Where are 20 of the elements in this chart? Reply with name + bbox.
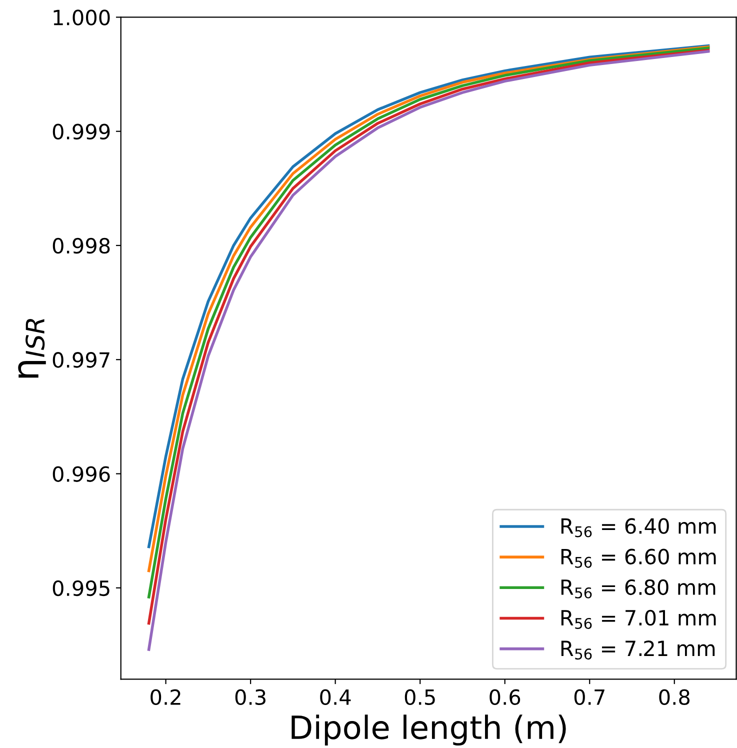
y-tick-label: 0.998 xyxy=(52,238,110,254)
y-axis-title: η$_{ISR}$ xyxy=(18,318,46,378)
legend-label: R$_{56}$ = 6.40 mm xyxy=(561,518,716,538)
x-tick-label: 0.4 xyxy=(320,689,351,706)
x-tick-label: 0.7 xyxy=(574,689,604,706)
y-tick-label: 0.997 xyxy=(52,352,110,368)
x-tick-label: 0.3 xyxy=(235,689,266,706)
x-tick-label: 0.8 xyxy=(659,689,690,706)
y-tick-label: 1.000 xyxy=(54,10,110,26)
legend-label: R$_{56}$ = 6.80 mm xyxy=(561,579,716,598)
legend-label: R$_{56}$ = 6.60 mm xyxy=(561,548,716,568)
y-tick-label: 0.996 xyxy=(52,466,110,482)
x-axis-title: Dipole length (m) xyxy=(292,714,566,746)
x-tick-label: 0.6 xyxy=(490,689,520,706)
y-tick-label: 0.995 xyxy=(52,580,110,596)
legend-label: R$_{56}$ = 7.21 mm xyxy=(561,640,715,660)
x-tick-label: 0.2 xyxy=(150,689,180,706)
legend-label: R$_{56}$ = 7.01 mm xyxy=(561,610,716,629)
y-tick-label: 0.999 xyxy=(52,124,110,140)
x-tick-label: 0.5 xyxy=(404,689,435,706)
